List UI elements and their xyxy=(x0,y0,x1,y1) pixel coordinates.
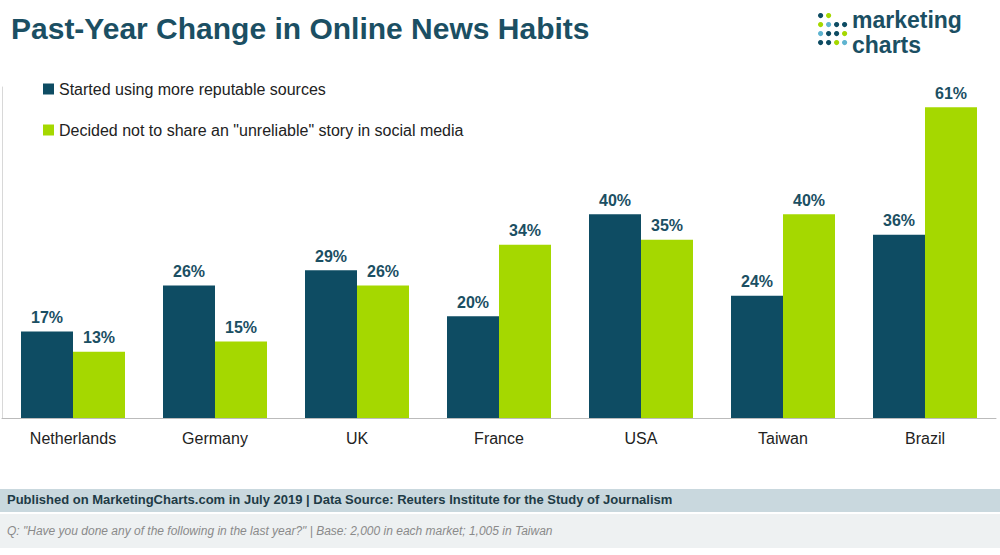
svg-text:34%: 34% xyxy=(509,222,541,239)
svg-text:France: France xyxy=(474,430,524,447)
svg-text:Published on MarketingCharts.c: Published on MarketingCharts.com in July… xyxy=(7,492,672,507)
svg-text:USA: USA xyxy=(625,430,658,447)
svg-text:Brazil: Brazil xyxy=(905,430,945,447)
svg-text:Netherlands: Netherlands xyxy=(30,430,116,447)
svg-text:Decided not to share an "unrel: Decided not to share an "unreliable" sto… xyxy=(59,122,464,139)
svg-text:UK: UK xyxy=(346,430,369,447)
svg-text:charts: charts xyxy=(852,32,921,58)
svg-text:24%: 24% xyxy=(741,273,773,290)
svg-text:40%: 40% xyxy=(793,192,825,209)
svg-text:20%: 20% xyxy=(457,294,489,311)
svg-text:13%: 13% xyxy=(83,329,115,346)
svg-text:Started using more reputable s: Started using more reputable sources xyxy=(59,81,326,98)
svg-text:36%: 36% xyxy=(883,212,915,229)
svg-text:Germany: Germany xyxy=(182,430,248,447)
svg-text:26%: 26% xyxy=(173,263,205,280)
svg-text:29%: 29% xyxy=(315,248,347,265)
svg-text:35%: 35% xyxy=(651,217,683,234)
svg-text:40%: 40% xyxy=(599,192,631,209)
svg-text:26%: 26% xyxy=(367,263,399,280)
svg-text:marketing: marketing xyxy=(852,7,962,33)
svg-text:17%: 17% xyxy=(31,309,63,326)
svg-text:Past-Year Change in Online New: Past-Year Change in Online News Habits xyxy=(11,12,590,45)
svg-text:15%: 15% xyxy=(225,319,257,336)
svg-text:Taiwan: Taiwan xyxy=(758,430,808,447)
svg-text:61%: 61% xyxy=(935,85,967,102)
svg-text:Q: "Have you done any of the f: Q: "Have you done any of the following i… xyxy=(7,524,553,538)
